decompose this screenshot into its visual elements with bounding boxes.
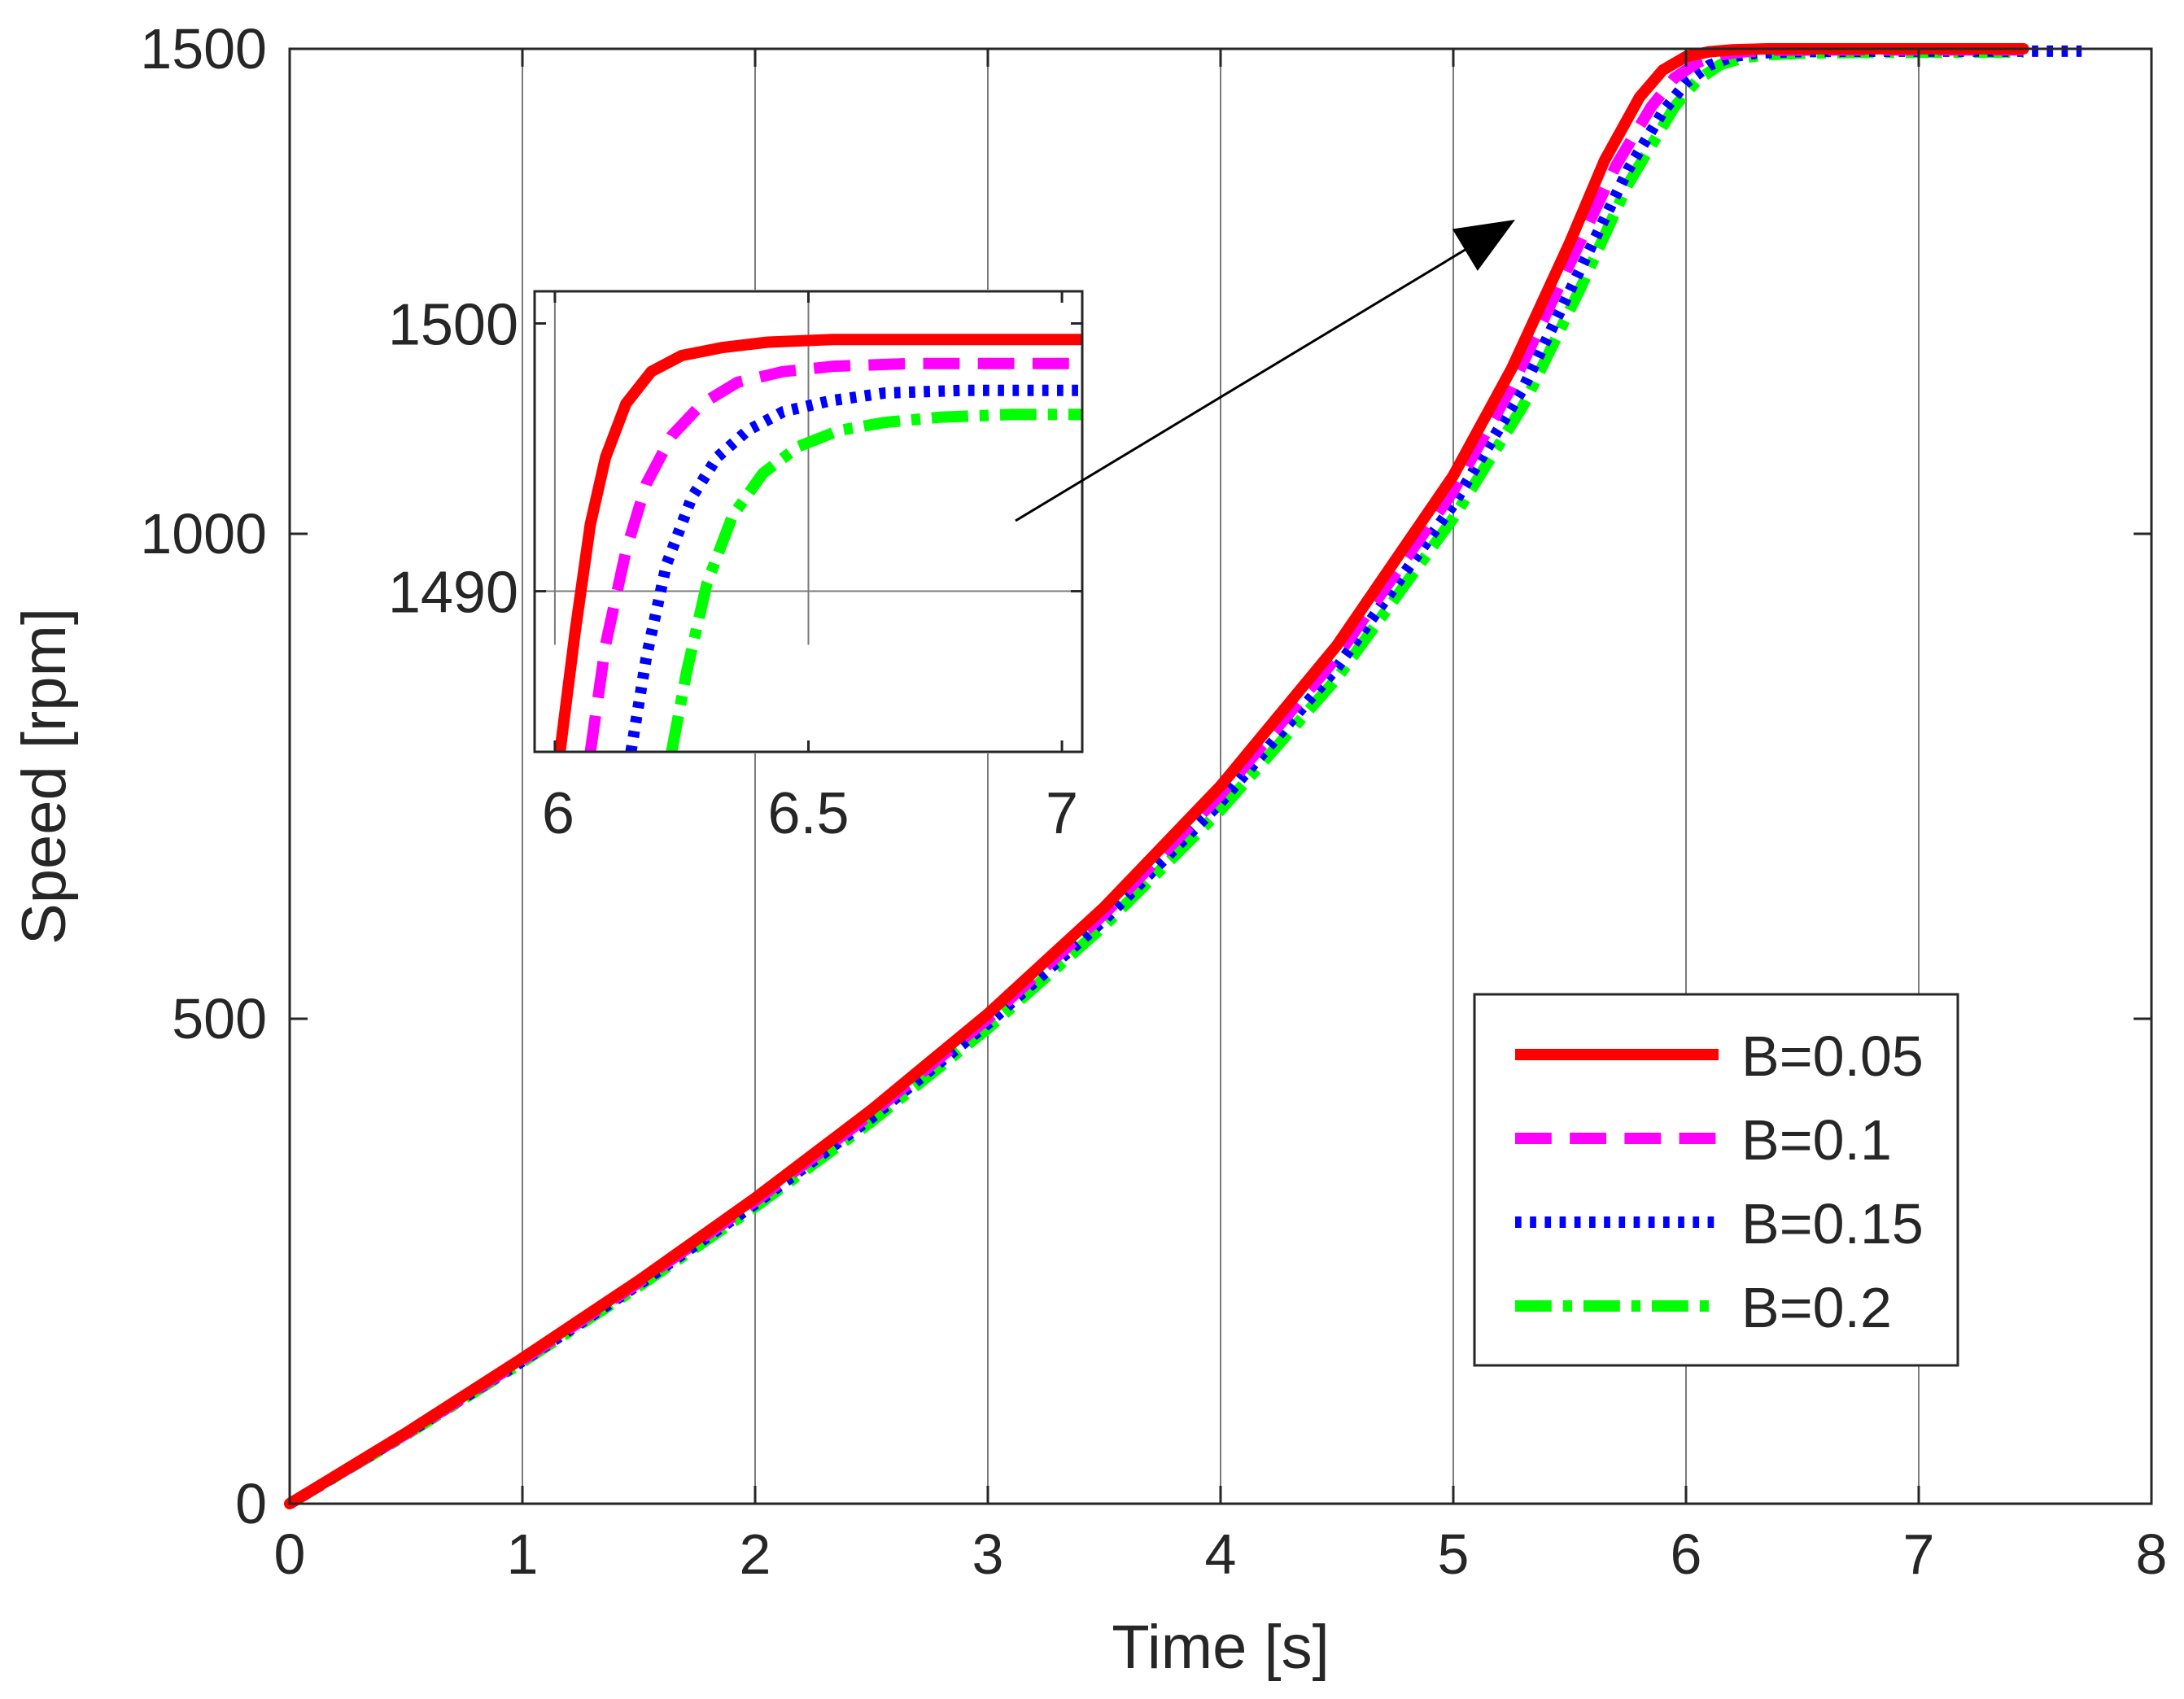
inset-series-line-B005 (554, 334, 1082, 752)
arrow-shaft (1015, 233, 1492, 522)
zoom-arrow (1015, 220, 1515, 522)
x-tick-label: 8 (2136, 1522, 2168, 1586)
inset-x-tick-label: 7 (1046, 781, 1078, 846)
inset-series-line-B02 (666, 408, 1082, 752)
inset-series-line-B01 (584, 357, 1082, 752)
inset-zoom-chart: 6 6.5 7 1490 1500 (388, 290, 1084, 846)
legend-label: B=0.1 (1741, 1108, 1892, 1172)
main-tick-labels: 0 1 2 3 4 5 6 7 8 0 500 1000 1500 (140, 17, 2167, 1586)
inset-tick-labels: 6 6.5 7 1490 1500 (388, 292, 1078, 846)
inset-series-line-B015 (625, 384, 1082, 752)
inset-y-tick-label: 1490 (388, 561, 518, 626)
inset-series (554, 334, 1082, 752)
x-tick-label: 3 (972, 1522, 1004, 1586)
inset-x-tick-label: 6 (542, 781, 574, 846)
y-axis-label: Speed [rpm] (10, 608, 79, 945)
x-tick-label: 5 (1438, 1522, 1470, 1586)
x-tick-label: 0 (274, 1522, 306, 1586)
x-tick-label: 1 (507, 1522, 539, 1586)
y-tick-label: 1000 (140, 502, 267, 566)
x-tick-label: 4 (1205, 1522, 1237, 1586)
y-tick-label: 0 (235, 1472, 267, 1535)
legend-label: B=0.05 (1741, 1024, 1924, 1088)
y-tick-label: 500 (172, 987, 267, 1050)
x-tick-label: 6 (1671, 1522, 1702, 1586)
inset-ticks (535, 291, 1082, 752)
legend-label: B=0.15 (1741, 1192, 1924, 1256)
legend: B=0.05 B=0.1 B=0.15 B=0.2 (1473, 993, 1959, 1367)
arrow-head (1452, 220, 1515, 271)
x-tick-label: 7 (1903, 1522, 1935, 1586)
inset-grid (535, 299, 1082, 645)
y-tick-label: 1500 (140, 17, 267, 81)
inset-y-tick-label: 1500 (388, 292, 518, 357)
x-axis-label: Time [s] (1112, 1613, 1329, 1682)
main-ticks (288, 47, 2153, 1505)
x-tick-label: 2 (740, 1522, 771, 1586)
inset-x-tick-label: 6.5 (767, 781, 849, 846)
legend-label: B=0.2 (1741, 1276, 1892, 1339)
